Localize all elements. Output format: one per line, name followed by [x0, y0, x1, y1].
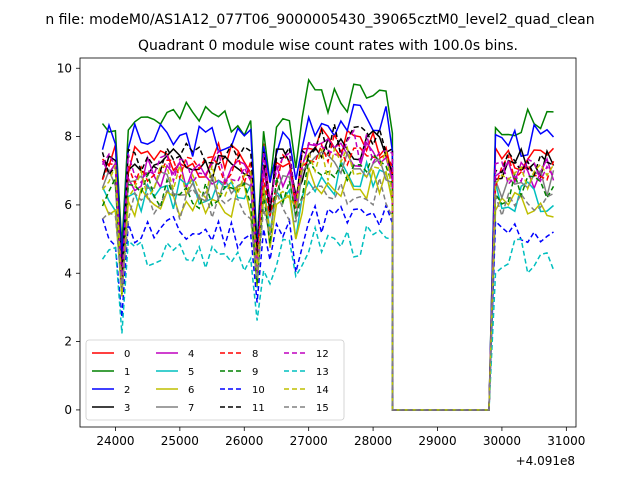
x-tick-label: 30000 — [483, 434, 521, 448]
x-tick-label: 31000 — [547, 434, 585, 448]
legend-label-4: 4 — [188, 349, 194, 360]
y-tick-label: 4 — [64, 266, 72, 280]
legend-label-6: 6 — [188, 385, 194, 396]
legend-label-2: 2 — [124, 385, 130, 396]
y-tick-label: 0 — [64, 403, 72, 417]
legend-label-5: 5 — [188, 367, 194, 378]
legend-box — [85, 339, 345, 421]
x-tick-label: 26000 — [225, 434, 263, 448]
legend-label-15: 15 — [316, 403, 329, 414]
x-tick-label: 28000 — [354, 434, 392, 448]
legend-label-1: 1 — [124, 367, 130, 378]
legend-label-8: 8 — [252, 349, 258, 360]
legend-label-0: 0 — [124, 349, 130, 360]
legend-label-9: 9 — [252, 367, 258, 378]
axes-frame — [79, 57, 577, 428]
chart-title: Quadrant 0 module wise count rates with … — [138, 38, 518, 54]
series-line-14 — [101, 145, 555, 411]
x-tick-label: 24000 — [96, 434, 134, 448]
legend-label-13: 13 — [316, 367, 329, 378]
series-line-8 — [101, 131, 555, 411]
legend-label-10: 10 — [252, 385, 265, 396]
x-axis-offset-label: +4.091e8 — [516, 454, 575, 468]
plot-area: 24000 25000 26000 27000 28000 29000 30000 31000… — [57, 57, 585, 448]
x-tick-label: 27000 — [290, 434, 328, 448]
legend-label-11: 11 — [252, 403, 265, 414]
legend-label-14: 14 — [316, 385, 329, 396]
y-tick-label: 8 — [64, 130, 72, 144]
y-tick-label: 2 — [64, 335, 72, 349]
series-line-12 — [101, 128, 555, 411]
figure-suptitle: n file: modeM0/AS1A12_077T06_9000005430_… — [45, 12, 594, 28]
legend-label-12: 12 — [316, 349, 329, 360]
x-tick-label: 29000 — [418, 434, 456, 448]
legend-label-3: 3 — [124, 403, 130, 414]
x-tick-label: 25000 — [161, 434, 199, 448]
series-line-15 — [101, 177, 554, 411]
y-tick-label: 6 — [64, 198, 72, 212]
y-tick-label: 10 — [57, 61, 72, 75]
legend-label-7: 7 — [188, 403, 194, 414]
